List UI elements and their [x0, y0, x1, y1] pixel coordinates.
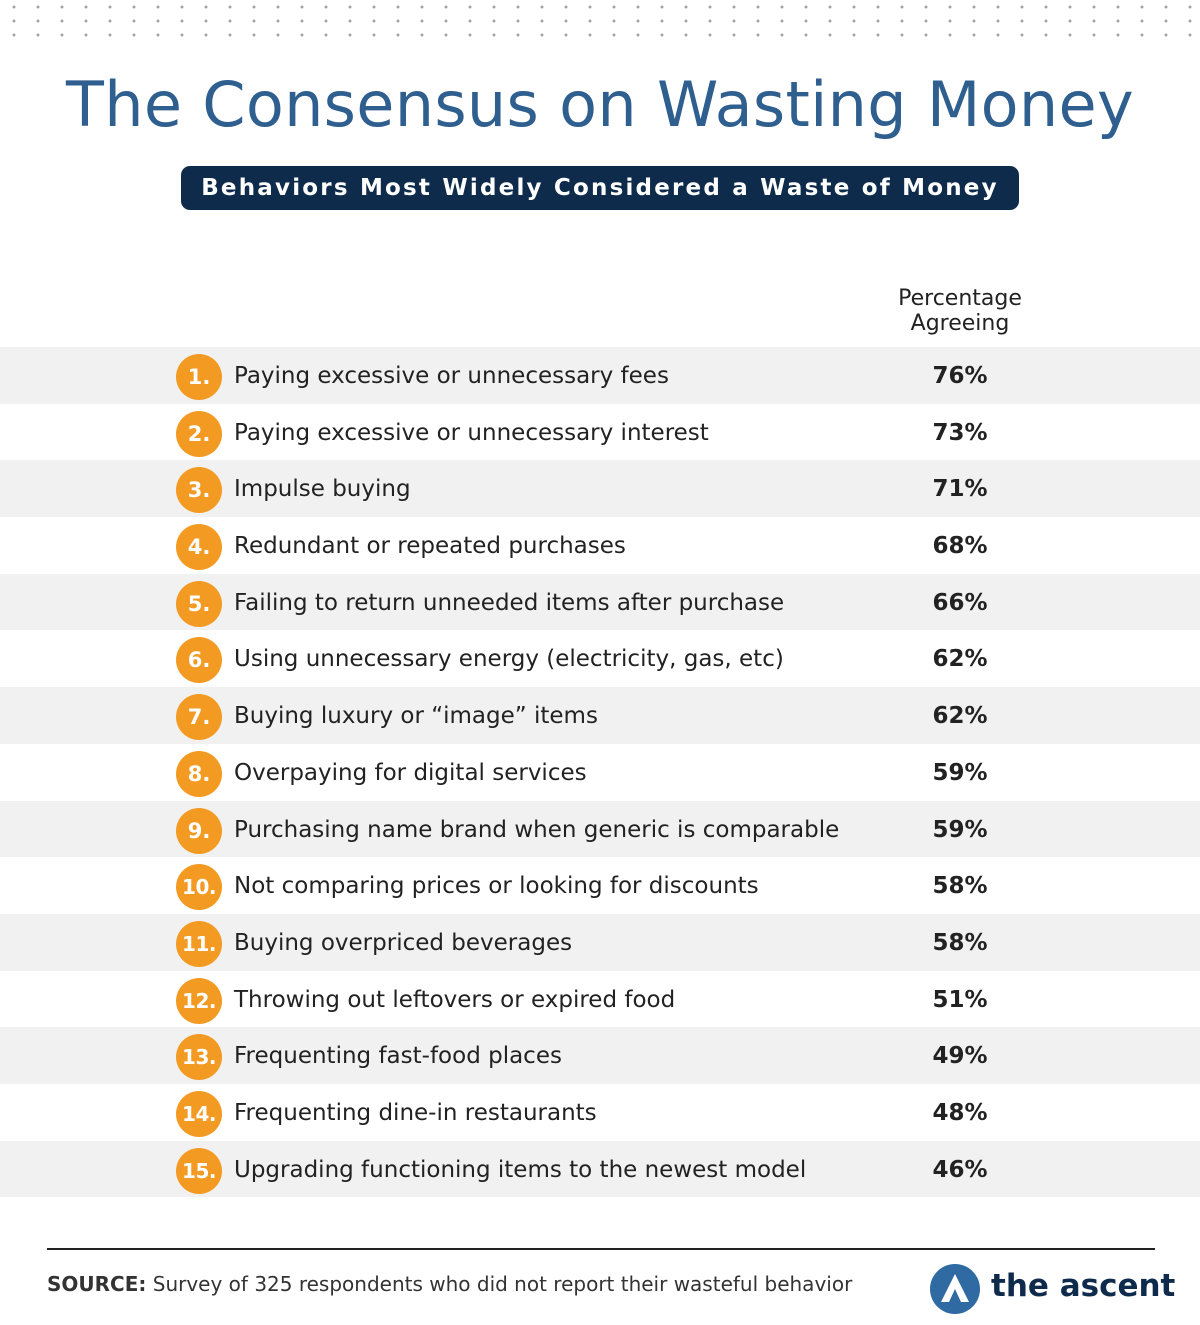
table-row: 6. Using unnecessary energy (electricity,…: [0, 630, 1200, 687]
rank-badge: 1.: [176, 354, 222, 400]
table-row: 8. Overpaying for digital services 59%: [0, 744, 1200, 801]
behavior-label: Frequenting fast-food places: [234, 1043, 562, 1070]
ranking-table: 1. Paying excessive or unnecessary fees 76…: [0, 347, 1200, 1198]
rank-badge: 3.: [176, 467, 222, 514]
footer-divider: [47, 1248, 1155, 1250]
percentage-value: 59%: [932, 816, 988, 843]
percentage-value: 46%: [932, 1156, 988, 1183]
rank-badge: 9.: [176, 807, 222, 854]
source-note: SOURCE: Survey of 325 respondents who di…: [47, 1272, 852, 1296]
percentage-value: 58%: [932, 929, 988, 956]
rank-badge: 5.: [176, 580, 222, 627]
ascent-logo-icon: [930, 1264, 980, 1314]
percentage-value: 66%: [932, 589, 988, 616]
table-row: 9. Purchasing name brand when generic is …: [0, 800, 1200, 858]
rank-badge: 14.: [176, 1090, 222, 1137]
percentage-value: 76%: [932, 363, 988, 389]
behavior-label: Buying overpriced beverages: [234, 929, 573, 956]
table-row: 14. Frequenting dine-in restaurants 48%: [0, 1084, 1200, 1141]
percentage-value: 49%: [932, 1043, 988, 1070]
percentage-value: 48%: [932, 1099, 988, 1126]
rank-badge: 15.: [176, 1147, 222, 1194]
rank-badge: 8.: [176, 750, 222, 797]
column-header-percentage: Percentage Agreeing: [898, 286, 1022, 336]
rank-badge: 6.: [176, 637, 222, 684]
table-row: 11. Buying overpriced beverages 58%: [0, 913, 1200, 971]
percentage-value: 62%: [932, 646, 988, 673]
subtitle-banner: Behaviors Most Widely Considered a Waste…: [181, 166, 1019, 210]
rank-badge: 4.: [176, 524, 222, 571]
behavior-label: Failing to return unneeded items after p…: [234, 589, 785, 616]
behavior-label: Purchasing name brand when generic is co…: [234, 816, 840, 843]
behavior-label: Redundant or repeated purchases: [234, 533, 626, 560]
source-text: Survey of 325 respondents who did not re…: [152, 1272, 853, 1296]
rank-badge: 12.: [176, 977, 222, 1024]
behavior-label: Paying excessive or unnecessary interest: [234, 419, 709, 446]
percentage-value: 71%: [932, 476, 988, 503]
rank-badge: 11.: [176, 920, 222, 967]
rank-badge: 7.: [176, 694, 222, 741]
rank-badge: 2.: [176, 410, 222, 457]
the-ascent-logo: the ascent: [930, 1262, 1175, 1314]
logo-text: the ascent: [991, 1268, 1176, 1304]
subtitle-text: Behaviors Most Widely Considered a Waste…: [201, 175, 999, 201]
table-row: 10. Not comparing prices or looking for d…: [0, 857, 1200, 914]
table-row: 5. Failing to return unneeded items after…: [0, 573, 1200, 631]
percentage-value: 59%: [932, 759, 988, 786]
dotted-pattern: [0, 0, 1200, 42]
page-title: The Consensus on Wasting Money: [66, 68, 1134, 141]
behavior-label: Overpaying for digital services: [234, 759, 587, 786]
behavior-label: Frequenting dine-in restaurants: [234, 1099, 597, 1126]
percentage-value: 62%: [932, 703, 988, 730]
table-row: 2. Paying excessive or unnecessary intere…: [0, 404, 1200, 461]
behavior-label: Using unnecessary energy (electricity, g…: [234, 646, 784, 673]
rank-badge: 13.: [176, 1034, 222, 1081]
rank-badge: 10.: [176, 864, 222, 911]
table-row: 4. Redundant or repeated purchases 68%: [0, 517, 1200, 574]
behavior-label: Throwing out leftovers or expired food: [234, 986, 676, 1013]
table-row: 7. Buying luxury or “image” items 62%: [0, 687, 1200, 744]
percentage-value: 51%: [932, 986, 988, 1013]
behavior-label: Paying excessive or unnecessary fees: [234, 363, 669, 389]
behavior-label: Buying luxury or “image” items: [234, 703, 598, 730]
behavior-label: Impulse buying: [234, 476, 411, 503]
percentage-value: 68%: [932, 533, 988, 560]
table-row: 1. Paying excessive or unnecessary fees 76…: [0, 347, 1200, 404]
behavior-label: Not comparing prices or looking for disc…: [234, 873, 759, 900]
table-row: 12. Throwing out leftovers or expired foo…: [0, 971, 1200, 1028]
source-label: SOURCE:: [47, 1272, 147, 1296]
behavior-label: Upgrading functioning items to the newes…: [234, 1156, 807, 1183]
table-row: 13. Frequenting fast-food places 49%: [0, 1027, 1200, 1084]
table-row: 3. Impulse buying 71%: [0, 460, 1200, 518]
table-row: 15. Upgrading functioning items to the ne…: [0, 1140, 1200, 1198]
percentage-value: 73%: [932, 419, 988, 446]
percentage-value: 58%: [932, 873, 988, 900]
